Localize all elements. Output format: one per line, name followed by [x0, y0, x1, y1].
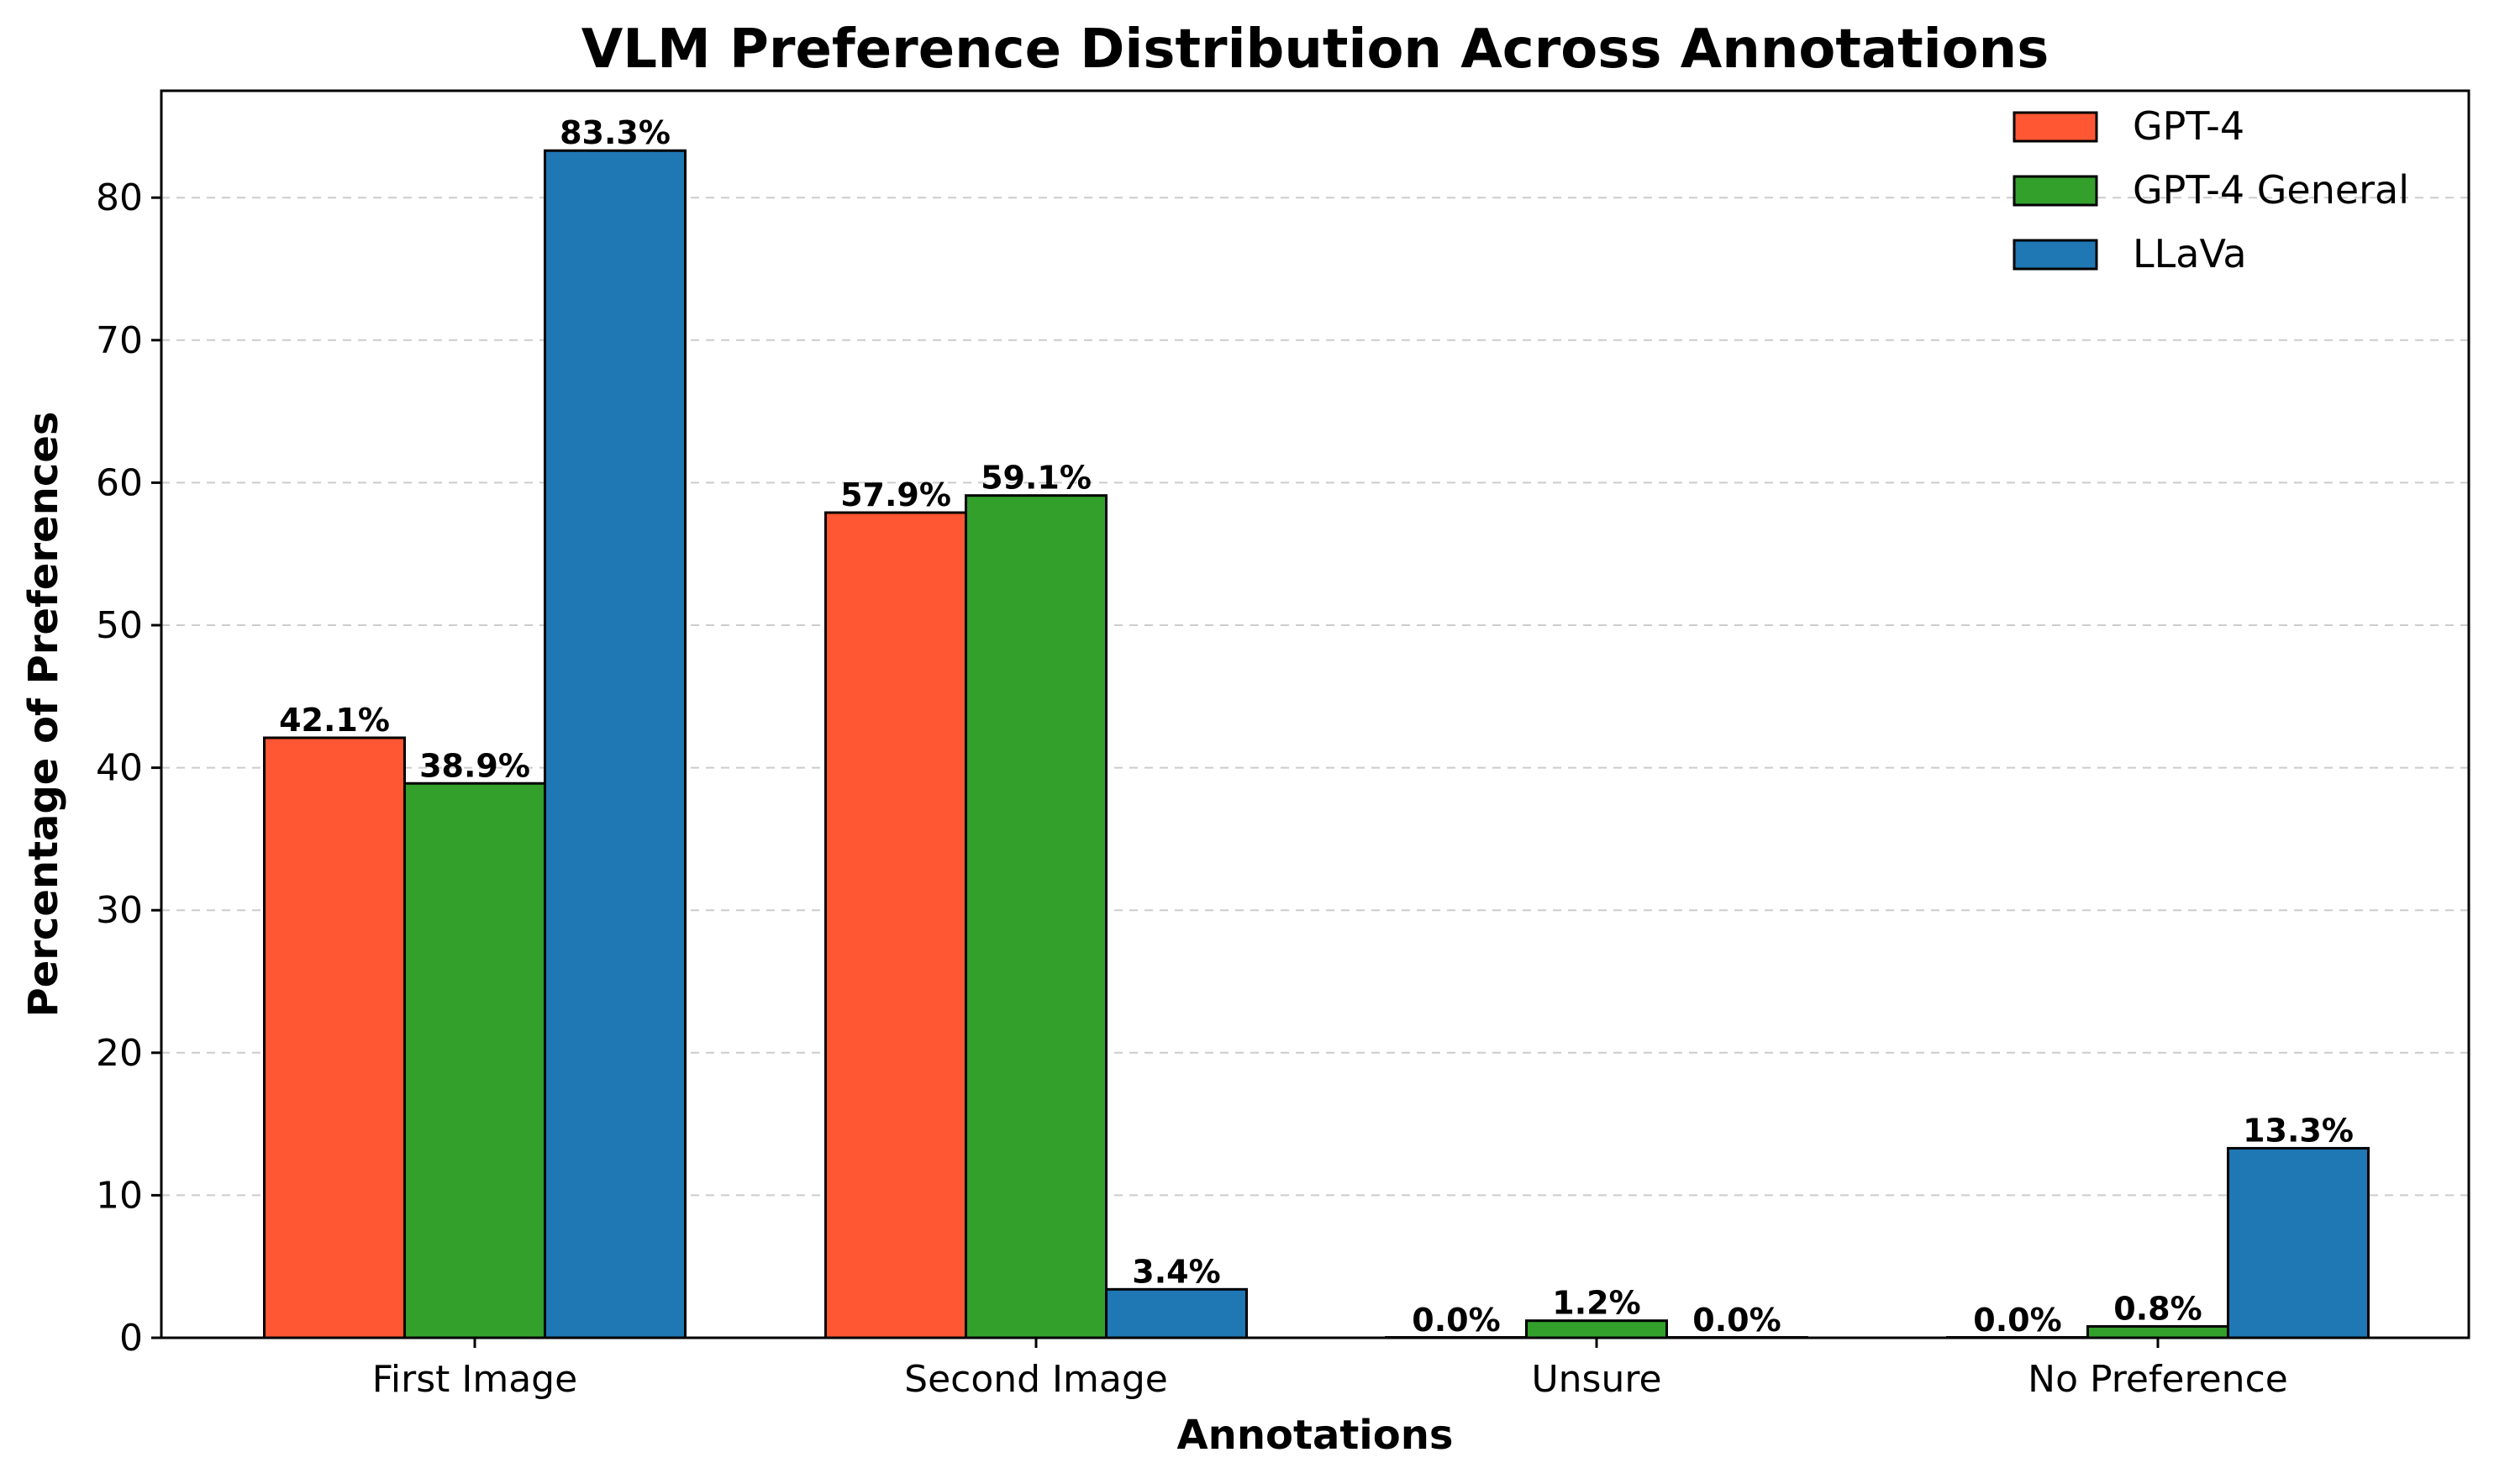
- bar: [403, 781, 546, 1339]
- legend-label: GPT-4 General: [2133, 167, 2409, 213]
- data-label: 0.0%: [1692, 1302, 1781, 1339]
- bar: [1525, 1319, 1668, 1339]
- legend-swatch: [2013, 239, 2098, 271]
- bar: [2227, 1146, 2370, 1339]
- chart-title: VLM Preference Distribution Across Annot…: [581, 18, 2049, 81]
- bars: [263, 149, 2370, 1339]
- bar: [2086, 1324, 2229, 1339]
- plot-area-frame: [160, 89, 2470, 1339]
- y-tick-label: 80: [96, 176, 143, 219]
- data-label: 38.9%: [419, 747, 530, 784]
- y-tick-label: 30: [96, 889, 143, 932]
- y-axis-title: Percentage of Preferences: [20, 412, 67, 1018]
- x-tick-label: No Preference: [2028, 1358, 2288, 1401]
- bar: [263, 736, 406, 1339]
- data-label: 0.8%: [2113, 1290, 2202, 1327]
- data-label: 1.2%: [1552, 1285, 1640, 1322]
- data-label: 3.4%: [1132, 1253, 1220, 1290]
- x-tick-label: Second Image: [904, 1358, 1168, 1401]
- y-tick-label: 70: [96, 319, 143, 362]
- x-tick-label: Unsure: [1531, 1358, 1661, 1401]
- legend: GPT-4 GPT-4 General LLaVa: [2013, 103, 2409, 276]
- y-tick-label: 50: [96, 604, 143, 647]
- data-label: 83.3%: [560, 114, 671, 151]
- y-tick-label: 10: [96, 1174, 143, 1217]
- x-tick-label: First Image: [372, 1358, 577, 1401]
- y-tick-label: 20: [96, 1032, 143, 1075]
- legend-label: LLaVa: [2133, 231, 2247, 276]
- legend-swatch: [2013, 175, 2098, 207]
- x-axis: First Image Second Image Unsure No Preferen…: [372, 1338, 2288, 1401]
- y-tick-label: 0: [119, 1317, 143, 1360]
- data-labels: 42.1% 57.9% 0.0% 0.0% 38.9% 59.1% 1.2% 0.8% 83.3…: [279, 114, 2354, 1339]
- data-label: 42.1%: [279, 702, 390, 739]
- data-label: 0.0%: [1412, 1302, 1500, 1339]
- data-label: 57.9%: [840, 476, 951, 513]
- bar: [824, 511, 967, 1339]
- bar: [544, 149, 687, 1339]
- y-axis: 0 10 20 30 40 50 60 70 80: [96, 176, 161, 1360]
- data-label: 0.0%: [1973, 1302, 2061, 1339]
- data-label: 13.3%: [2243, 1112, 2354, 1149]
- legend-label: GPT-4: [2133, 103, 2244, 149]
- bar: [1105, 1287, 1248, 1339]
- y-tick-label: 40: [96, 747, 143, 790]
- data-label: 59.1%: [981, 460, 1092, 497]
- bar: [965, 494, 1108, 1339]
- x-axis-title: Annotations: [1177, 1412, 1454, 1459]
- legend-swatch: [2013, 111, 2098, 143]
- y-tick-label: 60: [96, 461, 143, 504]
